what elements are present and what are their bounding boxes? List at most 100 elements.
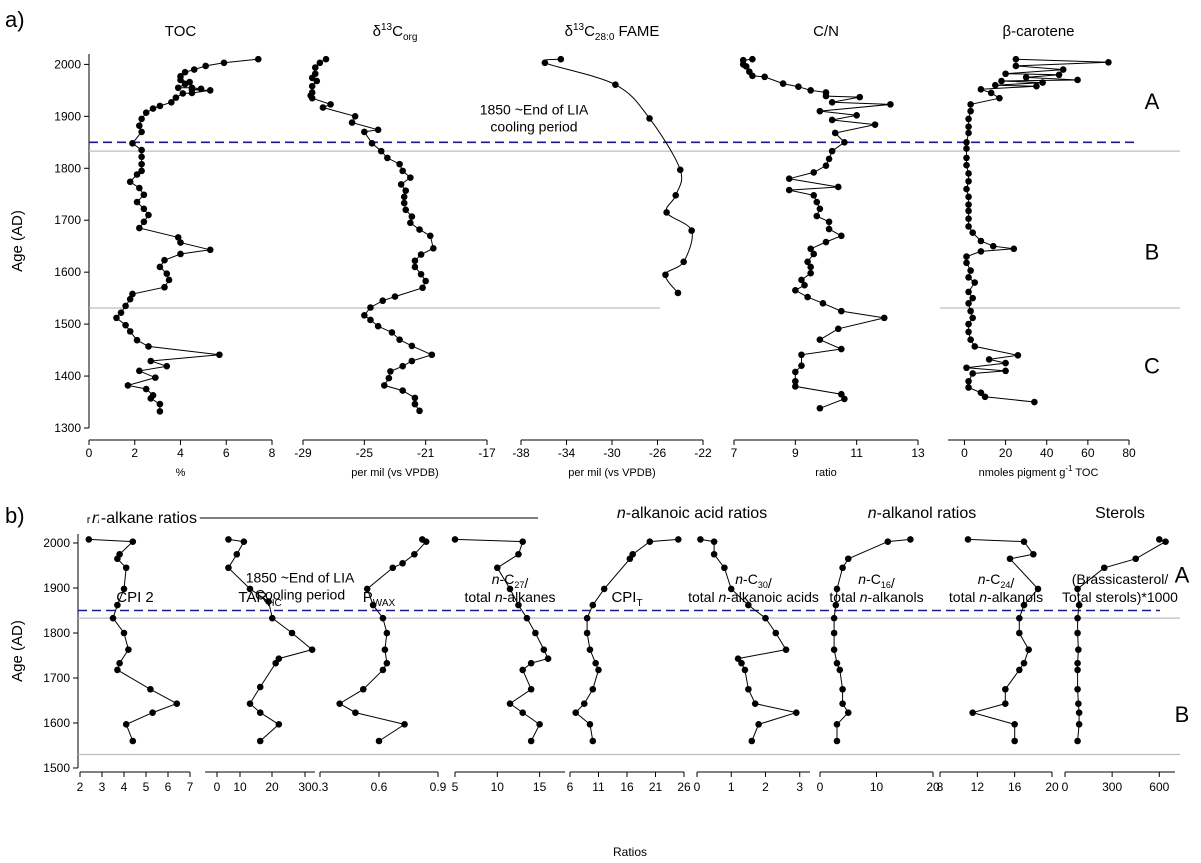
x-tick-label: 2	[131, 446, 138, 460]
data-point	[887, 101, 894, 108]
data-point	[1074, 685, 1081, 693]
data-point	[385, 374, 393, 382]
group-bracket	[87, 517, 538, 523]
data-point	[1075, 709, 1083, 716]
series-title: CPI 2	[116, 589, 154, 606]
data-point	[156, 263, 164, 271]
y-tick-label: 2000	[54, 57, 81, 71]
data-point	[830, 629, 838, 637]
data-point	[761, 73, 768, 81]
data-point	[583, 614, 591, 622]
data-point	[1074, 737, 1081, 745]
data-point	[519, 538, 526, 545]
data-point	[359, 685, 367, 693]
y-tick-label: 1900	[54, 109, 81, 123]
data-point	[411, 394, 419, 402]
data-point	[807, 87, 814, 94]
data-point	[589, 737, 597, 745]
data-point	[1074, 659, 1081, 667]
data-point	[710, 538, 718, 545]
data-point	[1020, 659, 1028, 667]
x-tick-label: 2	[762, 780, 769, 794]
data-point	[1132, 555, 1140, 563]
data-point	[1002, 359, 1009, 367]
series-title-line2: total n-alkanols	[829, 589, 923, 605]
data-point	[965, 384, 972, 391]
x-tick-label: -30	[603, 446, 621, 460]
x-tick-label: 3	[796, 780, 803, 794]
y-tick-label: 1800	[43, 626, 70, 640]
data-point	[977, 86, 985, 93]
data-point	[792, 368, 799, 376]
data-point	[126, 295, 134, 303]
data-point	[336, 700, 343, 707]
data-point	[697, 536, 704, 543]
x-tick-label: 300	[1102, 780, 1122, 794]
series: 7 9 11 13 ratio C/N	[731, 23, 925, 479]
data-point	[1055, 71, 1063, 79]
data-point	[989, 242, 997, 250]
x-unit-label: per mil (vs VPDB)	[568, 467, 655, 479]
data-point	[109, 614, 117, 622]
x-tick-label: 0	[694, 780, 701, 794]
data-point	[710, 550, 718, 558]
data-point	[745, 685, 752, 693]
data-point	[785, 186, 793, 194]
data-point	[833, 659, 841, 667]
data-point	[841, 395, 848, 403]
data-point	[1074, 585, 1081, 593]
panel-label: a)	[5, 7, 25, 32]
data-point	[136, 367, 143, 375]
x-tick-label: 0	[1062, 780, 1069, 794]
data-point	[1011, 737, 1018, 745]
data-point	[156, 400, 164, 408]
zone-label: A	[1145, 89, 1160, 114]
data-point	[381, 646, 389, 653]
data-point	[987, 89, 995, 97]
data-point	[828, 116, 836, 124]
data-point	[1059, 66, 1067, 73]
data-point	[225, 536, 232, 543]
data-point	[206, 87, 214, 94]
data-point	[1030, 550, 1037, 558]
data-point	[402, 206, 410, 214]
data-point	[755, 721, 762, 728]
data-point	[120, 585, 128, 593]
x-tick-label: 600	[1149, 780, 1169, 794]
data-point	[396, 160, 403, 168]
series: 2 3 4 5 6 7 CPI 2	[77, 536, 194, 794]
data-point	[411, 550, 418, 558]
data-point	[1016, 614, 1023, 622]
data-point	[126, 178, 134, 186]
data-point	[963, 364, 970, 372]
data-point	[819, 300, 827, 307]
data-point	[156, 102, 164, 110]
data-point	[140, 218, 148, 226]
data-point	[977, 237, 985, 245]
series: 8 12 16 20 n-C24/total n-alkanols	[937, 536, 1059, 794]
data-point	[880, 314, 888, 322]
series: 0.3 0.6 0.9 PWAX	[312, 536, 447, 794]
data-point	[383, 629, 391, 637]
data-point	[540, 646, 548, 653]
data-point	[586, 721, 594, 728]
data-point	[351, 113, 359, 120]
data-point	[782, 646, 790, 653]
data-point	[965, 177, 972, 185]
x-tick-label: -17	[478, 446, 496, 460]
data-point	[1014, 351, 1022, 359]
zone-label: B	[1145, 239, 1160, 264]
data-point	[663, 209, 670, 216]
series-line	[967, 538, 1039, 741]
x-tick-label: 0	[961, 446, 968, 460]
x-tick-label: 20	[1045, 780, 1059, 794]
group-label: Sterols	[1095, 505, 1145, 522]
series: 0 10 20 n-C16/total n-alkanols	[817, 536, 940, 794]
data-point	[801, 281, 808, 289]
data-point	[580, 700, 588, 707]
series-title: β-carotene	[1003, 23, 1075, 40]
data-point	[1016, 629, 1023, 637]
data-point	[430, 244, 437, 252]
data-point	[174, 234, 182, 241]
data-point	[967, 101, 974, 108]
